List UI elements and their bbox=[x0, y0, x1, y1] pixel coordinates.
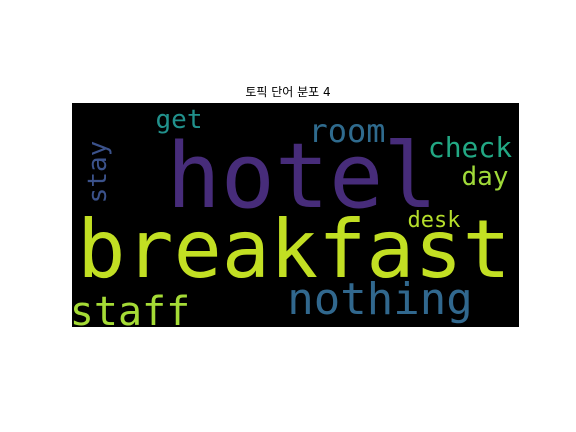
word-stay: stay bbox=[83, 141, 113, 204]
word-get: get bbox=[156, 105, 203, 135]
word-hotel: hotel bbox=[167, 124, 438, 229]
word-day: day bbox=[462, 162, 509, 192]
word-check: check bbox=[428, 131, 512, 164]
word-room: room bbox=[308, 112, 385, 150]
word-desk: desk bbox=[408, 208, 461, 233]
chart-title: 토픽 단어 분포 4 bbox=[245, 85, 331, 99]
word-staff: staff bbox=[72, 289, 190, 327]
word-breakfast: breakfast bbox=[77, 203, 510, 296]
word-cloud-background bbox=[72, 103, 519, 327]
word-cloud-panel: hotel breakfast nothing staff room check day de… bbox=[72, 103, 519, 327]
word-nothing: nothing bbox=[287, 274, 472, 325]
